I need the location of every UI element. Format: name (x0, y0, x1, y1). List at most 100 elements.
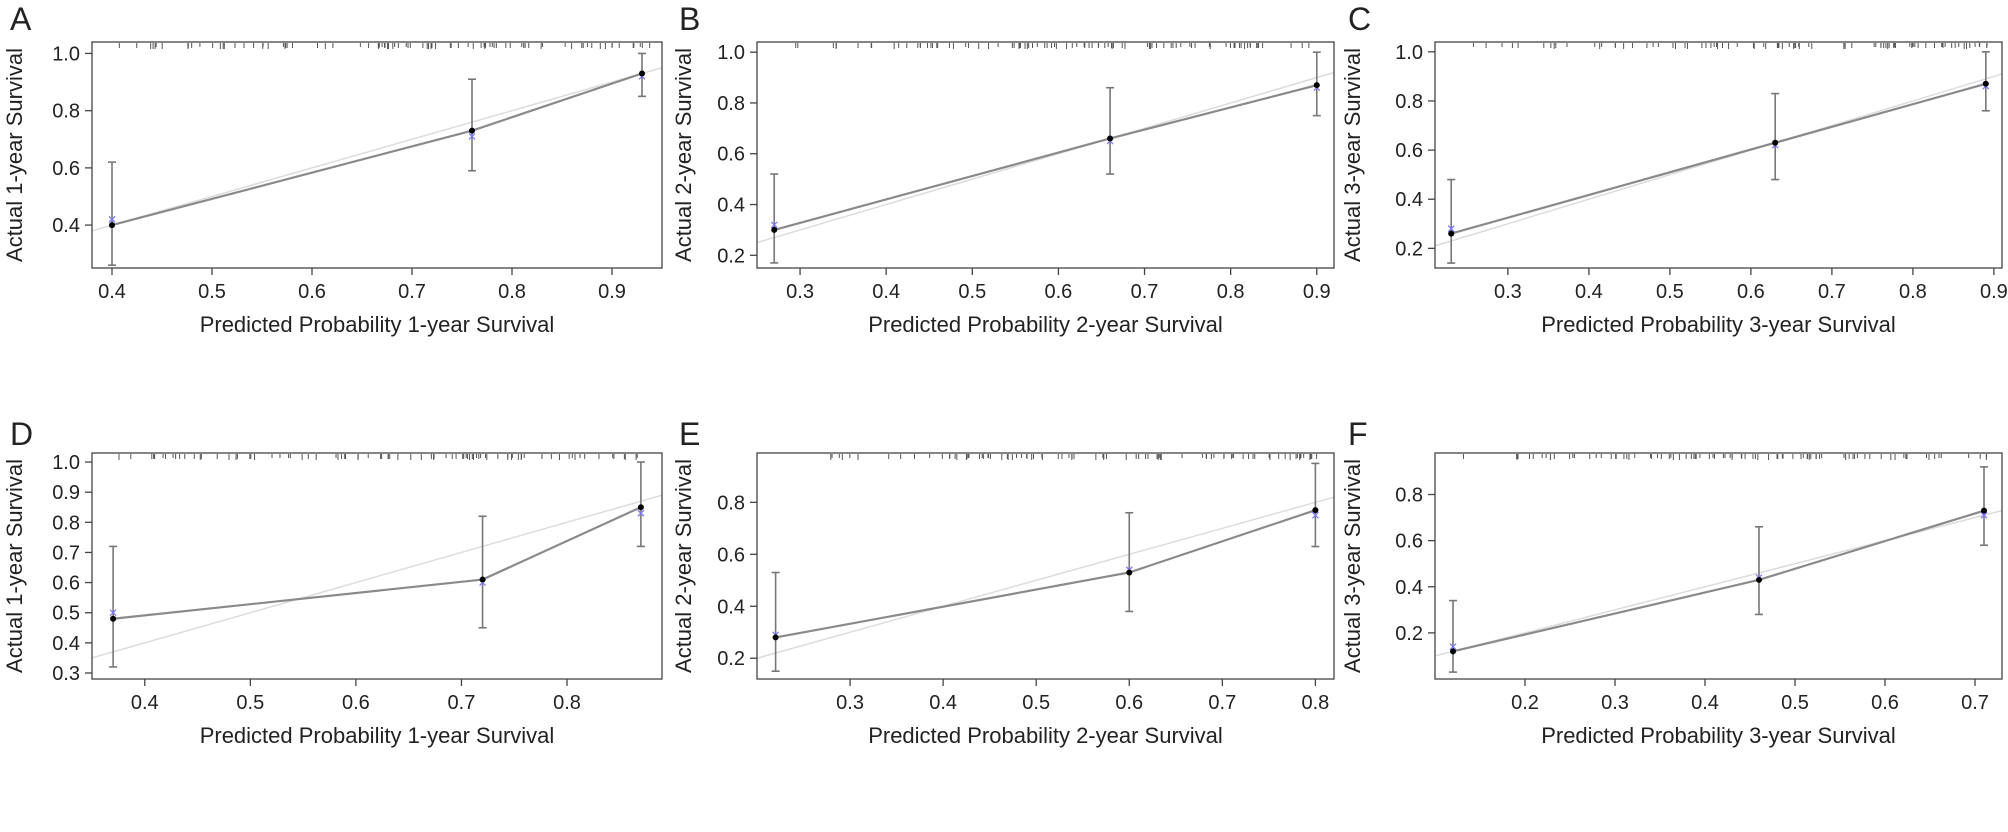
x-tick-label: 0.3 (1494, 281, 1522, 303)
reference-line (756, 496, 1335, 659)
reference-line (756, 71, 1335, 244)
bias-corrected-marker (109, 609, 117, 617)
y-tick-label: 1.0 (52, 452, 80, 474)
bias-corrected-marker (637, 509, 645, 517)
y-axis-title: Actual 2-year Survival (671, 459, 696, 673)
x-tick-label: 0.7 (1131, 281, 1159, 303)
data-point (772, 634, 779, 641)
data-point (1756, 576, 1762, 583)
x-tick-label: 0.8 (1899, 281, 1927, 303)
reference-line (91, 494, 663, 659)
x-tick-label: 0.5 (1022, 692, 1050, 714)
calibration-plot-a: A 0.4 0.5 0.6 0.7 0.8 0.9 0.4 0.6 0.8 1.0 Predicted… (2, 1, 663, 337)
rug-marks (118, 454, 638, 460)
y-tick-label: 0.7 (52, 542, 80, 564)
calibration-plot-e: E 0.3 0.4 0.5 0.6 0.7 0.8 0.2 0.4 0.6 0.8 Predicted… (671, 416, 1335, 748)
rug-marks (1462, 454, 1988, 460)
bias-corrected-marker (1447, 225, 1455, 233)
x-tick-label: 0.5 (236, 692, 264, 714)
data-point (109, 222, 115, 229)
x-tick-label: 0.8 (1301, 692, 1329, 714)
y-tick-label: 0.8 (52, 512, 80, 534)
reference-line (1434, 509, 2003, 657)
panel-label: F (1348, 416, 1368, 452)
y-tick-label: 0.8 (1395, 91, 1423, 113)
y-tick-label: 0.2 (717, 245, 745, 267)
y-tick-label: 0.2 (1395, 238, 1423, 260)
x-tick-label: 0.5 (1781, 692, 1809, 714)
y-tick-label: 0.4 (52, 215, 80, 237)
data-point (1107, 135, 1114, 142)
rug-marks (1472, 43, 1988, 49)
data-point (771, 226, 778, 233)
data-point (479, 576, 486, 583)
data-point (1981, 507, 1987, 514)
x-tick-label: 0.7 (1818, 281, 1846, 303)
x-tick-label: 0.4 (1691, 692, 1719, 714)
y-axis-title: Actual 3-year Survival (1340, 48, 1365, 262)
x-tick-label: 0.5 (198, 281, 226, 303)
plot-frame (91, 41, 663, 269)
x-tick-label: 0.7 (448, 692, 476, 714)
x-tick-label: 0.2 (1511, 692, 1539, 714)
calibration-plot-b: B 0.3 0.4 0.5 0.6 0.7 0.8 0.9 0.2 0.4 0.6 0.8 1.0 Pre… (671, 1, 1335, 337)
calibration-plot-d: D 0.4 0.5 0.6 0.7 0.8 0.3 0.4 0.5 0.6 0.7 0.8 0.9 1.0… (2, 416, 663, 748)
x-tick-label: 0.6 (1871, 692, 1899, 714)
panel-label: B (679, 1, 700, 37)
x-tick-label: 0.8 (498, 281, 526, 303)
x-axis-title: Predicted Probability 2-year Survival (868, 312, 1223, 337)
y-tick-label: 0.6 (717, 544, 745, 566)
reference-line (91, 67, 663, 232)
y-tick-label: 0.6 (1395, 140, 1423, 162)
y-tick-label: 0.4 (52, 633, 80, 655)
x-tick-label: 0.3 (786, 281, 814, 303)
y-tick-label: 0.4 (717, 195, 745, 217)
rug-marks (795, 43, 1310, 49)
x-tick-label: 0.8 (553, 692, 581, 714)
x-tick-label: 0.9 (1303, 281, 1331, 303)
bias-corrected-marker (770, 221, 778, 229)
x-tick-label: 0.3 (1601, 692, 1629, 714)
x-tick-label: 0.6 (1045, 281, 1073, 303)
data-point (110, 615, 117, 622)
x-axis-title: Predicted Probability 1-year Survival (200, 723, 555, 748)
data-point (637, 504, 644, 511)
data-point (639, 70, 645, 77)
y-tick-label: 0.6 (52, 158, 80, 180)
data-point (1450, 648, 1456, 655)
y-tick-label: 0.4 (1395, 577, 1423, 599)
x-tick-label: 0.6 (342, 692, 370, 714)
panel-label: D (10, 416, 33, 452)
y-tick-label: 0.4 (1395, 189, 1423, 211)
y-axis-title: Actual 3-year Survival (1340, 459, 1365, 673)
x-tick-label: 0.4 (131, 692, 159, 714)
reference-line (1434, 73, 2003, 247)
calibration-line (1450, 82, 1987, 235)
bias-corrected-marker (468, 132, 476, 140)
y-tick-label: 0.8 (1395, 485, 1423, 507)
x-axis-title: Predicted Probability 3-year Survival (1541, 723, 1896, 748)
x-tick-label: 0.4 (872, 281, 900, 303)
y-axis-title: Actual 2-year Survival (671, 48, 696, 262)
x-axis-title: Predicted Probability 2-year Survival (868, 723, 1223, 748)
x-tick-label: 0.6 (1115, 692, 1143, 714)
y-tick-label: 0.8 (717, 492, 745, 514)
x-tick-label: 0.6 (298, 281, 326, 303)
x-axis-title: Predicted Probability 3-year Survival (1541, 312, 1896, 337)
bias-corrected-marker (108, 215, 116, 223)
y-tick-label: 0.6 (717, 144, 745, 166)
y-tick-label: 0.8 (52, 101, 80, 123)
x-tick-label: 0.7 (398, 281, 426, 303)
bias-corrected-marker (1980, 511, 1988, 519)
rug-marks (830, 454, 1318, 460)
y-tick-label: 0.5 (52, 603, 80, 625)
bias-corrected-marker (1311, 511, 1319, 519)
x-tick-label: 0.8 (1217, 281, 1245, 303)
x-tick-label: 0.7 (1208, 692, 1236, 714)
calibration-plot-f: F 0.2 0.3 0.4 0.5 0.6 0.7 0.2 0.4 0.6 0.8 Predicted… (1340, 416, 2003, 748)
x-tick-label: 0.6 (1737, 281, 1765, 303)
calibration-plot-c: C 0.3 0.4 0.5 0.6 0.7 0.8 0.9 0.2 0.4 0.6 0.8 1.0 Pre… (1340, 1, 2008, 337)
y-tick-label: 0.8 (717, 93, 745, 115)
data-point (1448, 230, 1455, 237)
